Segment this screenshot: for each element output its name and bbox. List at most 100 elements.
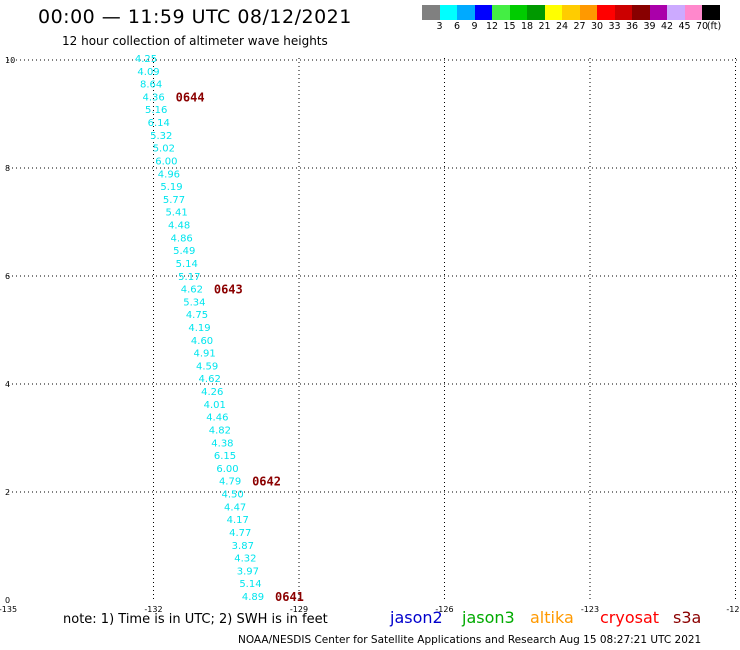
legend-label: 3 [436,21,443,32]
wave-height-value: 5.02 [153,144,175,155]
legend-label: 42 [660,21,674,32]
satellite-label-altika: altika [530,608,574,627]
legend-label: 15 [503,21,516,32]
lon-tick-label: -135 [0,605,17,614]
legend-swatch [474,5,492,20]
wave-height-value: 4.86 [171,233,193,244]
lon-tick-label: -120 [726,605,740,614]
lat-tick-label: 10 [5,56,15,65]
pass-time-label: 0641 [275,590,304,604]
wave-height-value: 4.75 [186,310,208,321]
wave-height-value: 4.36 [143,92,165,103]
wave-height-value: 5.16 [145,105,167,116]
wave-height-value: 5.41 [165,208,187,219]
legend-swatch [632,5,650,20]
legend-swatch [702,5,720,20]
legend-label: 36 [625,21,639,32]
wave-height-value: 5.14 [176,259,198,270]
lat-tick-label: 6 [5,272,10,281]
legend-label: 27 [573,21,586,32]
wave-height-value: 4.17 [227,515,249,526]
wave-height-value: 4.19 [188,323,210,334]
satellite-label-jason3: jason3 [462,608,515,627]
lon-tick-label: -132 [144,605,162,614]
wave-height-value: 5.34 [183,297,205,308]
legend-swatch [614,5,632,20]
legend-label: 45 [678,21,691,32]
wave-height-value: 4.38 [211,438,233,449]
wave-height-value: 5.32 [150,131,172,142]
pass-time-label: 0642 [252,475,281,489]
legend-label: 33 [608,21,621,32]
legend-swatch [457,5,475,20]
lat-tick-label: 8 [5,164,10,173]
note-text: note: 1) Time is in UTC; 2) SWH is in fe… [63,612,328,627]
legend-swatch [579,5,597,20]
legend-label: 9 [471,21,478,32]
legend-swatch [527,5,545,20]
legend-label: 30 [590,21,604,32]
lat-tick-label: 2 [5,488,10,497]
color-legend [422,5,720,20]
legend-swatch [684,5,702,20]
legend-swatch [509,5,527,20]
wave-height-value: 5.49 [173,246,195,257]
legend-swatch [492,5,510,20]
legend-label: 18 [520,21,534,32]
lat-tick-label: 4 [5,380,10,389]
lat-tick-label: 0 [5,596,10,605]
satellite-label-jason2: jason2 [390,608,443,627]
wave-height-value: 8.64 [140,80,162,91]
wave-height-value: 6.15 [214,451,236,462]
wave-height-value: 5.14 [239,579,261,590]
wave-height-value: 4.46 [206,413,228,424]
wave-height-value: 4.91 [193,349,215,360]
wave-height-value: 4.89 [242,592,264,603]
credit-text: NOAA/NESDIS Center for Satellite Applica… [238,634,702,646]
legend-label: 6 [453,21,461,32]
legend-label: (ft) [706,21,722,32]
wave-height-value: 5.77 [163,195,185,206]
legend-swatch [544,5,562,20]
satellite-label-cryosat: cryosat [600,608,660,627]
legend-swatch [649,5,667,20]
wave-height-value: 4.25 [135,54,157,65]
lon-tick-label: -129 [290,605,308,614]
wave-height-value: 3.97 [237,566,259,577]
wave-height-value: 4.77 [229,528,251,539]
lon-tick-label: -126 [435,605,453,614]
legend-swatch [597,5,615,20]
wave-height-value: 6.00 [155,156,177,167]
wave-height-value: 4.62 [181,285,203,296]
pass-time-label: 0643 [214,283,243,297]
legend-swatch [422,5,440,20]
wave-height-value: 6.14 [148,118,170,129]
page-title: 00:00 — 11:59 UTC 08/12/2021 [38,6,352,28]
wave-height-value: 4.59 [196,361,218,372]
wave-height-value: 4.32 [234,554,256,565]
page-subtitle: 12 hour collection of altimeter wave hei… [62,34,328,48]
wave-height-value: 4.47 [224,502,246,513]
wave-height-value: 5.19 [160,182,182,193]
wave-height-value: 4.09 [137,67,159,78]
wave-height-value: 4.01 [204,400,226,411]
legend-swatch [562,5,580,20]
legend-label: 21 [538,21,551,32]
pass-time-label: 0644 [176,90,205,104]
legend-swatch [439,5,457,20]
wave-height-value: 4.60 [191,336,213,347]
wave-height-value: 6.00 [216,464,238,475]
wave-height-value: 4.62 [199,374,221,385]
wave-height-value: 4.82 [209,425,231,436]
legend-label: 12 [485,21,499,32]
wave-height-value: 5.17 [178,272,200,283]
wave-height-value: 4.50 [221,490,243,501]
satellite-label-s3a: s3a [673,608,702,627]
wave-height-value: 4.96 [158,169,180,180]
lon-tick-label: -123 [581,605,599,614]
wave-height-value: 4.79 [219,477,241,488]
wave-height-value: 3.87 [232,541,254,552]
legend-label: 39 [643,21,656,32]
